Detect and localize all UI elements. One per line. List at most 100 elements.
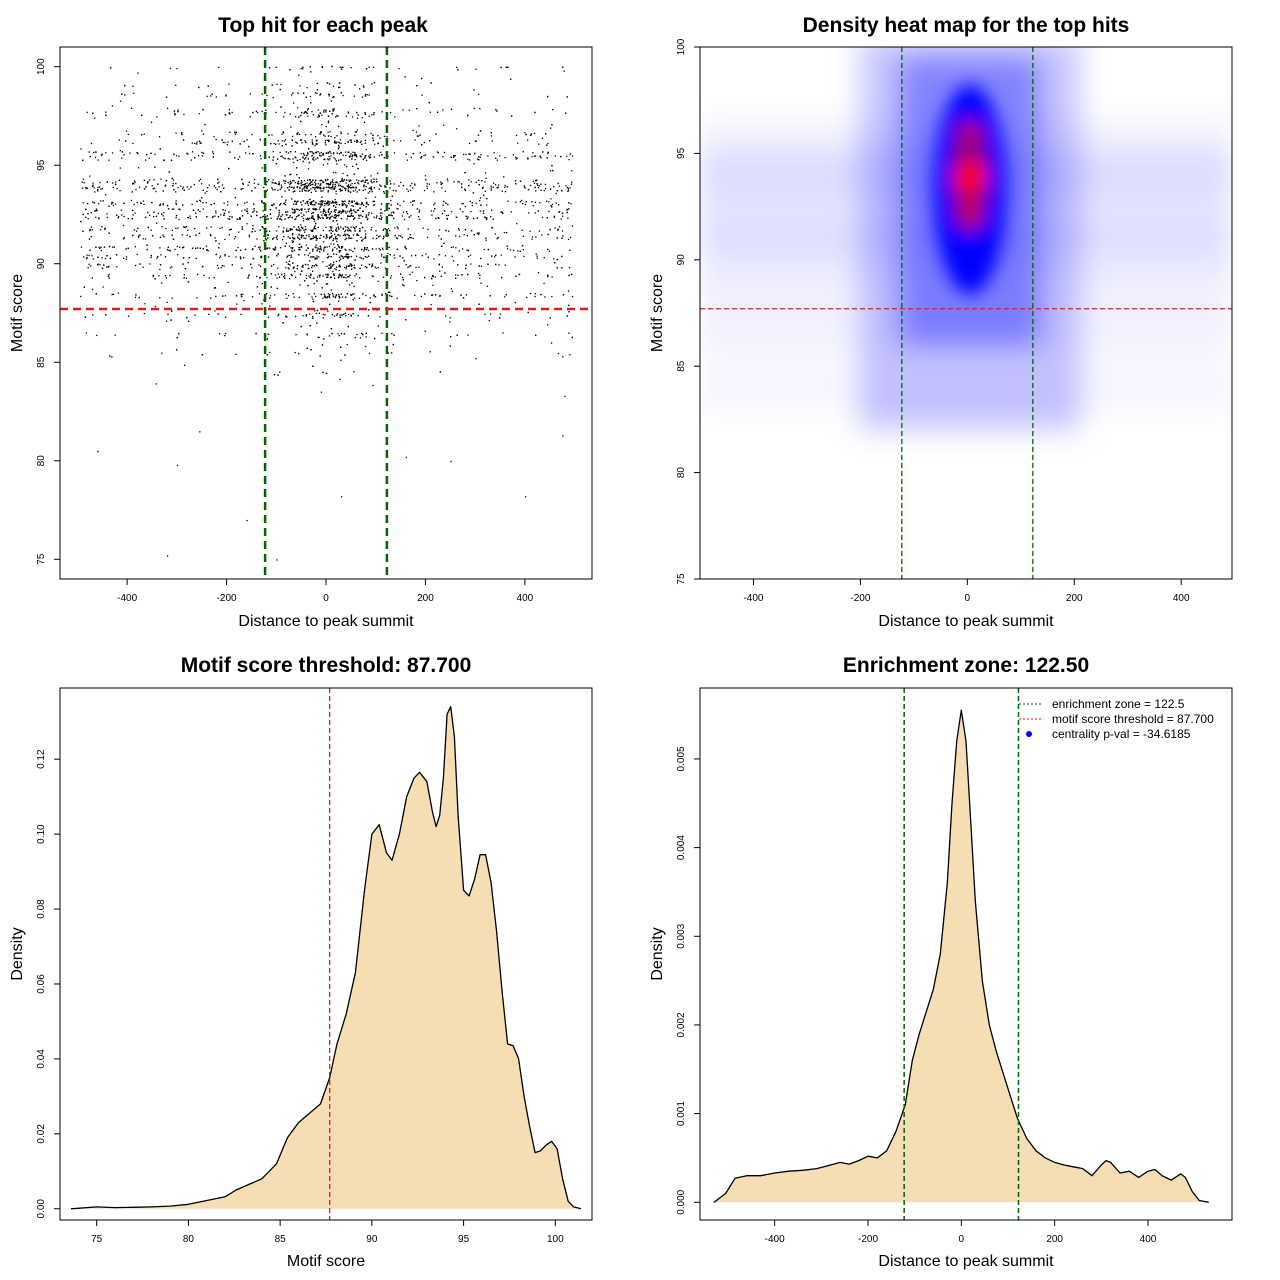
scatter-point [374, 143, 376, 145]
scatter-point [313, 265, 315, 267]
scatter-point [225, 95, 227, 97]
scatter-point [378, 155, 381, 157]
scatter-point [219, 227, 221, 229]
scatter-point [332, 264, 334, 266]
scatter-point [88, 263, 90, 265]
scatter-point [348, 265, 350, 267]
scatter-point [369, 301, 371, 304]
scatter-point [228, 112, 230, 114]
scatter-point [293, 296, 295, 298]
scatter-point [338, 296, 341, 298]
scatter-point [354, 154, 356, 156]
scatter-point [345, 154, 347, 157]
y-tick-label: 75 [676, 573, 687, 585]
scatter-point [465, 264, 467, 266]
scatter-point [326, 202, 328, 204]
scatter-point [379, 137, 381, 139]
scatter-point [190, 186, 192, 188]
density-fill [714, 710, 1209, 1203]
scatter-point [320, 249, 323, 251]
scatter-point [188, 188, 190, 190]
scatter-point [337, 333, 339, 335]
scatter-point [551, 295, 553, 298]
scatter-point [293, 102, 295, 104]
scatter-point [379, 249, 381, 251]
scatter-point [183, 189, 185, 191]
scatter-point [339, 139, 341, 141]
scatter-point [135, 230, 138, 232]
scatter-point [463, 234, 465, 236]
scatter-point [90, 142, 93, 145]
scatter-point [224, 141, 226, 144]
scatter-point [553, 186, 555, 188]
scatter-point [344, 354, 346, 356]
scatter-point [152, 275, 155, 278]
scatter-point [161, 282, 163, 284]
scatter-point [546, 217, 548, 219]
scatter-point [374, 196, 377, 198]
scatter-point [363, 248, 366, 250]
x-tick-label: 100 [547, 1234, 564, 1245]
scatter-point [231, 111, 233, 114]
scatter-point [322, 212, 324, 214]
scatter-point [188, 320, 190, 322]
scatter-point [510, 211, 512, 213]
scatter-point [241, 178, 243, 181]
scatter-point [241, 226, 243, 228]
scatter-point [365, 332, 367, 334]
scatter-point [312, 248, 314, 250]
scatter-point [270, 273, 272, 275]
scatter-point [308, 189, 310, 192]
scatter-point [348, 155, 351, 157]
scatter-point [309, 179, 311, 181]
scatter-point [256, 275, 258, 278]
scatter-point [429, 351, 431, 353]
scatter-point [419, 152, 421, 154]
scatter-point [319, 237, 321, 239]
scatter-point [329, 110, 331, 112]
scatter-point [356, 202, 358, 204]
scatter-point [101, 257, 103, 259]
scatter-point [240, 257, 242, 260]
scatter-point [351, 183, 353, 185]
scatter-point [342, 228, 344, 230]
scatter-point [386, 135, 388, 138]
scatter-point [530, 134, 532, 136]
scatter-point [561, 212, 564, 214]
scatter-point [202, 248, 204, 250]
scatter-point [322, 217, 324, 220]
scatter-point [288, 254, 290, 256]
scatter-point [567, 190, 569, 192]
scatter-point [253, 203, 255, 205]
scatter-point [536, 257, 538, 259]
scatter-point [469, 153, 471, 155]
scatter-point [307, 153, 309, 155]
scatter-point [347, 186, 350, 188]
scatter-point [358, 203, 360, 205]
scatter-point [454, 155, 456, 157]
scatter-point [569, 187, 571, 189]
scatter-point [296, 268, 298, 270]
scatter-point [517, 142, 519, 144]
scatter-point [366, 247, 368, 249]
scatter-point [456, 128, 458, 130]
scatter-point [295, 334, 297, 336]
scatter-point [380, 203, 383, 205]
scatter-point [306, 201, 308, 203]
scatter-point [341, 179, 343, 181]
scatter-point [328, 296, 331, 299]
scatter-point [332, 85, 335, 87]
scatter-point [325, 214, 328, 216]
scatter-point [277, 189, 279, 191]
scatter-point [350, 153, 352, 155]
scatter-point [169, 67, 172, 70]
scatter-point [396, 208, 398, 210]
scatter-point [338, 269, 340, 272]
scatter-point [332, 220, 334, 222]
scatter-point [347, 325, 349, 328]
scatter-point [329, 183, 331, 186]
scatter-point [310, 212, 313, 215]
scatter-point [284, 175, 286, 177]
scatter-point [315, 236, 317, 238]
scatter-point [371, 191, 373, 193]
